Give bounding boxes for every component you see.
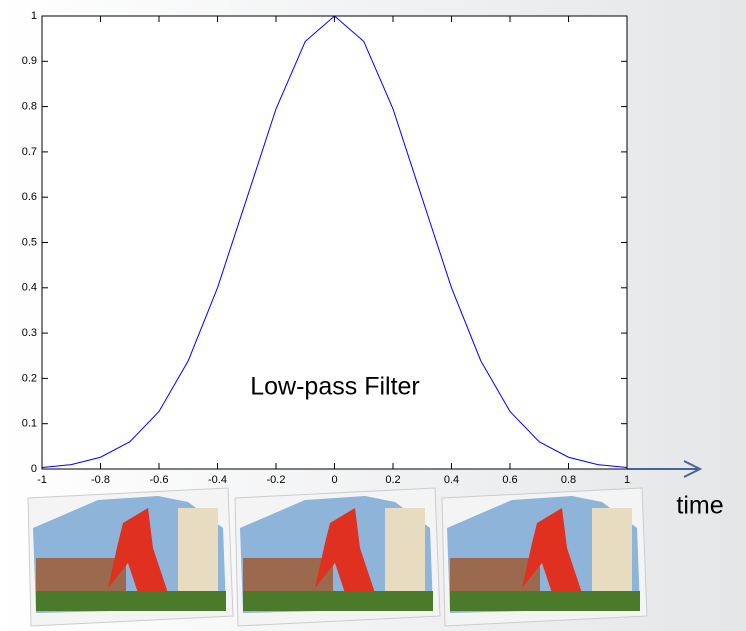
x-tick-label: 1	[624, 474, 630, 486]
time-arrowhead	[683, 460, 703, 478]
y-tick-label: 0.9	[22, 55, 37, 67]
y-tick-label: 0.2	[22, 372, 37, 384]
y-tick-label: 0.4	[22, 282, 37, 294]
y-tick-label: 1	[31, 10, 37, 22]
x-tick-label: 0.4	[444, 474, 459, 486]
y-tick-label: 0.3	[22, 327, 37, 339]
y-tick-label: 0.6	[22, 191, 37, 203]
x-tick-label: -1	[37, 474, 47, 486]
annotation: Low-pass Filter	[250, 373, 420, 401]
x-tick-label: -0.2	[267, 474, 286, 486]
photo	[234, 487, 441, 627]
x-tick-label: 0.8	[561, 474, 576, 486]
x-tick-label: 0.2	[385, 474, 400, 486]
y-tick-label: 0.1	[22, 418, 37, 430]
y-tick-label: 0	[31, 463, 37, 475]
x-tick-label: 0.6	[502, 474, 517, 486]
photo	[441, 487, 648, 627]
y-tick-label: 0.5	[22, 236, 37, 248]
y-tick-label: 0.8	[22, 101, 37, 113]
photo	[27, 487, 234, 627]
y-tick-label: 0.7	[22, 146, 37, 158]
x-axis-label: time	[676, 492, 723, 520]
x-tick-label: -0.8	[91, 474, 110, 486]
photo-strip	[27, 487, 648, 627]
x-tick-label: 0	[331, 474, 337, 486]
plot-frame	[41, 15, 628, 470]
x-tick-label: -0.4	[208, 474, 227, 486]
x-tick-label: -0.6	[150, 474, 169, 486]
line	[41, 15, 628, 469]
